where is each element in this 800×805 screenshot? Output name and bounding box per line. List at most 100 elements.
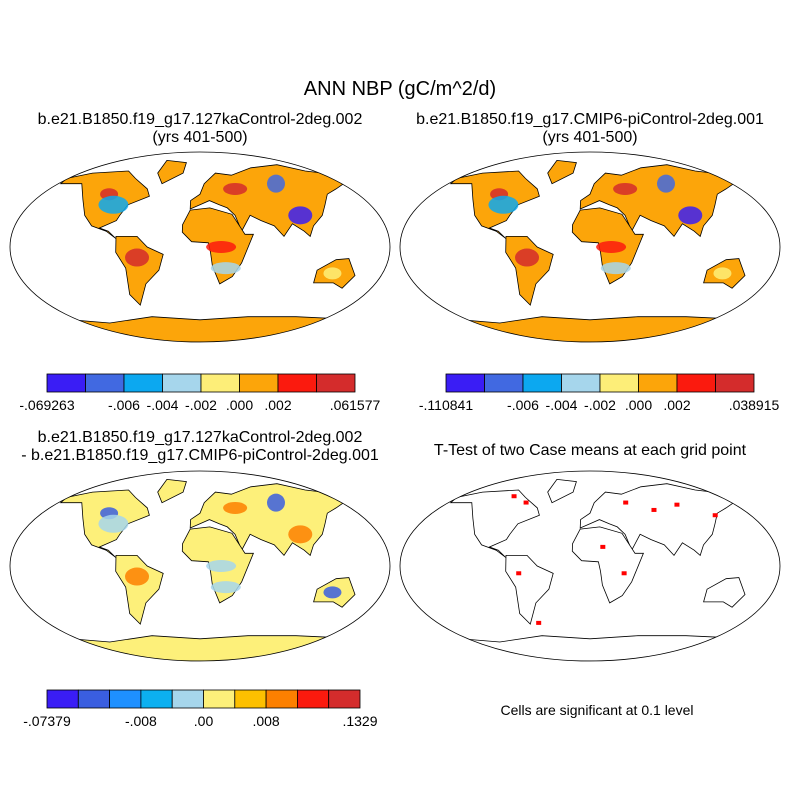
panel-title: (yrs 401-500) [542, 129, 637, 146]
colorbar-box [522, 373, 562, 393]
panel-title: (yrs 401-500) [152, 129, 247, 146]
colorbar-label: .000 [226, 397, 253, 413]
colorbar-label: -.002 [584, 397, 616, 413]
colorbar-label: -.110841 [419, 397, 473, 413]
panel-title: b.e21.B1850.f19_g17.CMIP6-piControl-2deg… [416, 111, 764, 128]
colorbar-box [484, 373, 524, 393]
field-patch [125, 567, 150, 586]
colorbar-label: -.008 [125, 713, 157, 729]
colorbar-label: .1329 [342, 713, 377, 729]
significant-cell [712, 513, 718, 518]
field-patch [515, 248, 540, 267]
panel-title: - b.e21.B1850.f19_g17.CMIP6-piControl-2d… [21, 447, 379, 464]
colorbar-label: -.07379 [23, 713, 71, 729]
colorbar-box [234, 689, 267, 709]
field-patch [600, 262, 631, 275]
field-patch [323, 267, 342, 280]
map-border [9, 470, 391, 662]
colorbar-label: .008 [252, 713, 279, 729]
field-patch [678, 206, 703, 225]
field-patch [323, 586, 342, 599]
colorbar-box [171, 689, 204, 709]
field-patch [657, 174, 675, 193]
colorbar-box [715, 373, 755, 393]
colorbar-label: -.004 [147, 397, 179, 413]
colorbar-label: .002 [264, 397, 291, 413]
field-patch [267, 493, 285, 512]
map-border [399, 151, 781, 343]
colorbar-box [328, 689, 361, 709]
significant-cell [600, 544, 606, 549]
colorbar-box [599, 373, 639, 393]
colorbar-box [638, 373, 678, 393]
significant-cell [621, 571, 627, 576]
colorbar-label: .00 [194, 713, 214, 729]
colorbar-box [140, 689, 173, 709]
land [157, 478, 187, 504]
note: Cells are significant at 0.1 level [501, 702, 694, 718]
figure-title: ANN NBP (gC/m^2/d) [304, 78, 496, 100]
colorbar-box [239, 373, 279, 393]
land [449, 489, 540, 558]
colorbar-box [85, 373, 125, 393]
colorbar-box [109, 689, 142, 709]
field-patch [206, 241, 237, 253]
land [571, 526, 644, 604]
map-border [9, 151, 391, 343]
significant-cell [523, 500, 529, 505]
land [579, 483, 735, 557]
colorbar-label: -.002 [185, 397, 217, 413]
colorbar-box [277, 373, 317, 393]
colorbar-box [123, 373, 163, 393]
colorbar-label: .000 [625, 397, 652, 413]
colorbar-box [445, 373, 485, 393]
significant-cell [623, 500, 629, 505]
map-border [399, 470, 781, 662]
field-patch [210, 262, 241, 275]
significant-cell [536, 620, 542, 625]
field-patch [613, 182, 638, 195]
field-patch [98, 195, 129, 214]
field-patch [223, 182, 248, 195]
field-patch [267, 174, 285, 193]
colorbar-box [203, 689, 236, 709]
land [547, 478, 577, 504]
field-patch [210, 581, 241, 594]
significant-cell [511, 494, 517, 499]
land [547, 159, 577, 185]
field-patch [206, 560, 237, 572]
field-patch [288, 525, 313, 544]
significant-cell [674, 502, 680, 507]
field-patch [713, 267, 732, 280]
colorbar-label: .038915 [729, 397, 780, 413]
field-patch [488, 195, 519, 214]
field-patch [288, 206, 313, 225]
colorbar-box [77, 689, 111, 709]
land [157, 159, 187, 185]
field-patch [223, 501, 248, 514]
colorbar-label: .061577 [330, 397, 381, 413]
panel-title: b.e21.B1850.f19_g17.127kaControl-2deg.00… [38, 111, 363, 128]
land [703, 577, 746, 608]
panel-title: T-Test of two Case means at each grid po… [434, 442, 747, 459]
significant-cell [516, 571, 522, 576]
panel-title: b.e21.B1850.f19_g17.127kaControl-2deg.00… [38, 429, 363, 446]
colorbar-label: .002 [663, 397, 690, 413]
colorbar-box [46, 373, 86, 393]
colorbar-box [265, 689, 298, 709]
field-patch [98, 514, 129, 533]
colorbar-label: -.006 [507, 397, 539, 413]
significant-cell [651, 507, 657, 512]
colorbar-box [316, 373, 356, 393]
colorbar-box [200, 373, 240, 393]
field-patch [596, 241, 627, 253]
colorbar-label: -.004 [546, 397, 578, 413]
colorbar-label: -.069263 [19, 397, 74, 413]
field-patch [125, 248, 150, 267]
colorbar-box [561, 373, 601, 393]
colorbar-box [296, 689, 330, 709]
colorbar-box [162, 373, 202, 393]
colorbar-label: -.006 [108, 397, 140, 413]
